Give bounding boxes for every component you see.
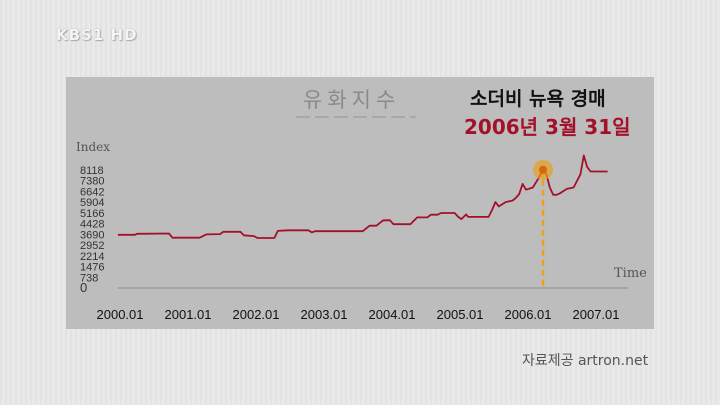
x-tick-label: 2007.01 (573, 307, 620, 322)
data-source: 자료제공 artron.net (522, 353, 649, 369)
x-tick-labels: 2000.01 2001.01 2002.01 2003.01 2004.01 2005.… (97, 307, 620, 322)
x-tick-label: 2003.01 (301, 307, 348, 322)
y-tick-label: 7380 (80, 176, 104, 188)
x-tick-label: 2006.01 (505, 307, 552, 322)
x-tick-label: 2000.01 (97, 307, 144, 322)
y-tick-label: 4428 (80, 219, 104, 231)
y-tick-label: 8118 (80, 165, 104, 177)
y-tick-labels: 0738147622142952369044285166590466427380… (80, 165, 104, 295)
y-tick-label: 5904 (80, 197, 104, 209)
x-tick-label: 2004.01 (369, 307, 416, 322)
broadcaster-logo: KBS1 HD (56, 26, 138, 44)
chart-title-group: 유화지수 (296, 88, 416, 118)
y-tick-label: 3690 (80, 229, 104, 241)
highlight-marker (539, 165, 547, 174)
y-tick-label: 5166 (80, 208, 104, 220)
x-axis-label: Time (614, 266, 647, 281)
event-date: 2006년 3월 31일 (464, 115, 631, 139)
y-tick-label: 6642 (80, 186, 104, 198)
y-tick-label: 0 (80, 280, 87, 295)
y-tick-label: 738 (80, 272, 98, 284)
y-tick-label: 1476 (80, 262, 104, 274)
x-tick-label: 2005.01 (437, 307, 484, 322)
chart-title: 유화지수 (303, 88, 400, 112)
y-tick-label: 2952 (80, 240, 104, 252)
y-tick-label: 2214 (80, 251, 104, 263)
y-axis-label: Index (76, 140, 110, 154)
x-tick-label: 2001.01 (165, 307, 212, 322)
x-tick-label: 2002.01 (233, 307, 280, 322)
headline: 소더비 뉴욕 경매 (470, 88, 606, 110)
series-line (118, 154, 608, 239)
chart-panel (66, 77, 654, 329)
